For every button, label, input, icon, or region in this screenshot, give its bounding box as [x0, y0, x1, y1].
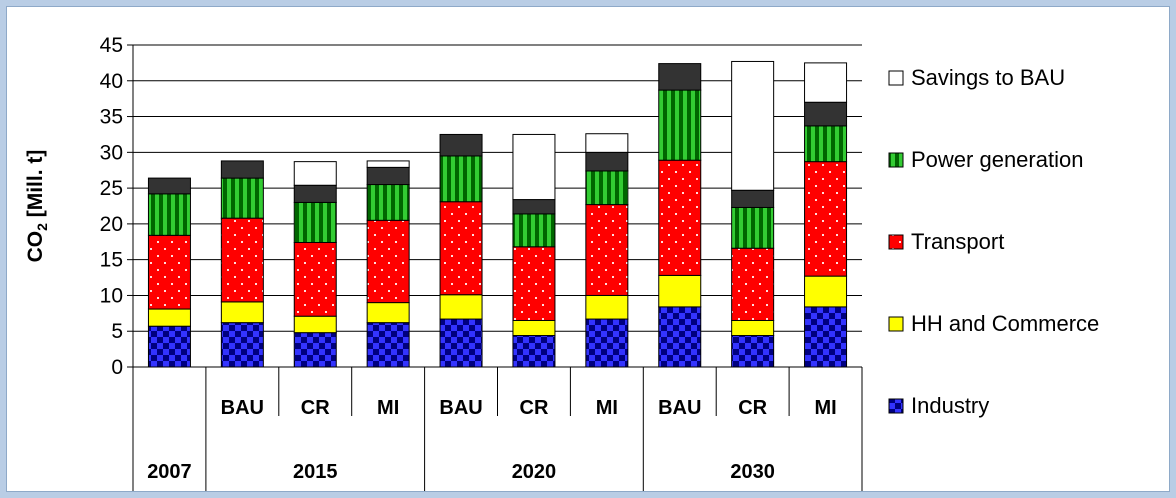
bar-segment-transport — [658, 159, 702, 276]
bar-segment-power-generation — [585, 170, 629, 206]
y-tick-label: 0 — [111, 356, 123, 379]
scenario-label: MI — [377, 397, 399, 419]
legend-item: Savings to BAU — [888, 65, 1065, 90]
y-tick-label: 45 — [100, 34, 123, 57]
bar-segment-power-generation — [731, 206, 775, 249]
bar-segment-hh-and-commerce — [585, 294, 629, 320]
bar-segment-industry — [147, 325, 191, 368]
scenario-label: CR — [520, 397, 549, 419]
y-tick-label: 40 — [100, 70, 123, 93]
bar-segment-transport — [220, 217, 264, 303]
bar-segment-other — [439, 133, 483, 157]
chart-frame: 0 5 10 15 20 25 30 35 40 45 2007 BAU CR MI 2015 BAU CR MI… — [6, 6, 1170, 492]
bar-segment-transport — [147, 234, 191, 310]
bar-segment-hh-and-commerce — [220, 301, 264, 324]
bar-segment-savings-to-bau — [512, 133, 556, 201]
scenario-label: CR — [738, 397, 767, 419]
bar-segment-transport — [804, 161, 848, 277]
bar-segment-power-generation — [658, 89, 702, 161]
group-label: 2007 — [147, 461, 192, 483]
bar-segment-savings-to-bau — [293, 161, 337, 186]
bar-segment-power-generation — [804, 125, 848, 163]
bar-segment-hh-and-commerce — [512, 319, 556, 337]
bar-segment-other — [220, 160, 264, 179]
bar-segment-power-generation — [439, 155, 483, 203]
scenario-label: BAU — [658, 397, 701, 419]
bar-segment-other — [147, 177, 191, 195]
bar-segment-other — [731, 189, 775, 208]
y-tick-label: 30 — [100, 141, 123, 164]
legend-item: Transport — [888, 229, 1004, 254]
bar-segment-industry — [366, 322, 410, 368]
legend-label: Transport — [911, 229, 1004, 254]
bar-segment-hh-and-commerce — [439, 294, 483, 320]
scenario-label: MI — [596, 397, 618, 419]
bar-segment-transport — [366, 219, 410, 304]
y-tick-label: 5 — [111, 320, 123, 343]
bar-segment-transport — [512, 246, 556, 321]
bar-segment-power-generation — [293, 201, 337, 243]
legend-swatch — [888, 70, 904, 86]
stacked-bar-chart: 0 5 10 15 20 25 30 35 40 45 2007 BAU CR MI 2015 BAU CR MI… — [24, 34, 1099, 491]
legend-label: HH and Commerce — [911, 311, 1099, 336]
bar-segment-other — [658, 63, 702, 91]
bar-segment-industry — [804, 306, 848, 368]
bar-segment-other — [293, 184, 337, 203]
bar-segment-savings-to-bau — [731, 60, 775, 191]
bar-segment-industry — [585, 318, 629, 368]
legend-swatch — [888, 234, 904, 250]
scenario-label: CR — [301, 397, 330, 419]
bar-segment-savings-to-bau — [804, 62, 848, 103]
bar-segment-power-generation — [366, 184, 410, 221]
legend-swatch — [888, 152, 904, 168]
y-tick-label: 15 — [100, 249, 123, 272]
legend-label: Power generation — [911, 147, 1083, 172]
bar-segment-industry — [512, 335, 556, 368]
legend-item: Industry — [888, 393, 989, 418]
bar-segment-transport — [293, 241, 337, 317]
group-label: 2015 — [293, 461, 338, 483]
scenario-label: MI — [814, 397, 836, 419]
bar-segment-hh-and-commerce — [731, 319, 775, 337]
scenario-label: BAU — [221, 397, 264, 419]
bar-segment-other — [512, 199, 556, 215]
y-tick-label: 20 — [100, 213, 123, 236]
bar-segment-savings-to-bau — [585, 133, 629, 153]
y-tick-label: 35 — [100, 106, 123, 129]
bar-segment-industry — [658, 306, 702, 368]
group-label: 2030 — [730, 461, 775, 483]
legend-swatch — [888, 316, 904, 332]
bar-segment-hh-and-commerce — [147, 308, 191, 327]
legend-label: Industry — [911, 393, 989, 418]
bar-segment-industry — [439, 318, 483, 368]
bar-segment-transport — [585, 204, 629, 296]
bar-segment-hh-and-commerce — [293, 315, 337, 334]
bar-segment-hh-and-commerce — [804, 275, 848, 308]
bar-segment-power-generation — [220, 177, 264, 219]
legend-label: Savings to BAU — [911, 65, 1065, 90]
legend-swatch — [888, 398, 904, 414]
legend-item: Power generation — [888, 147, 1083, 172]
bar-segment-power-generation — [147, 193, 191, 236]
y-axis-title: CO2 [Mill. t] — [24, 150, 50, 263]
bar-segment-other — [804, 101, 848, 127]
bar-segment-industry — [220, 322, 264, 368]
scenario-label: BAU — [439, 397, 482, 419]
y-tick-label: 10 — [100, 284, 123, 307]
y-tick-label: 25 — [100, 177, 123, 200]
legend-item: HH and Commerce — [888, 311, 1099, 336]
bar-segment-power-generation — [512, 213, 556, 248]
bar-segment-transport — [439, 201, 483, 296]
bar-segment-savings-to-bau — [366, 160, 410, 168]
bar-segment-other — [585, 151, 629, 172]
bar-segment-industry — [293, 332, 337, 368]
bar-segment-industry — [731, 335, 775, 368]
group-label: 2020 — [512, 461, 557, 483]
bar-segment-hh-and-commerce — [658, 274, 702, 308]
bar-segment-other — [366, 166, 410, 186]
bar-segment-hh-and-commerce — [366, 302, 410, 324]
bar-segment-transport — [731, 247, 775, 321]
